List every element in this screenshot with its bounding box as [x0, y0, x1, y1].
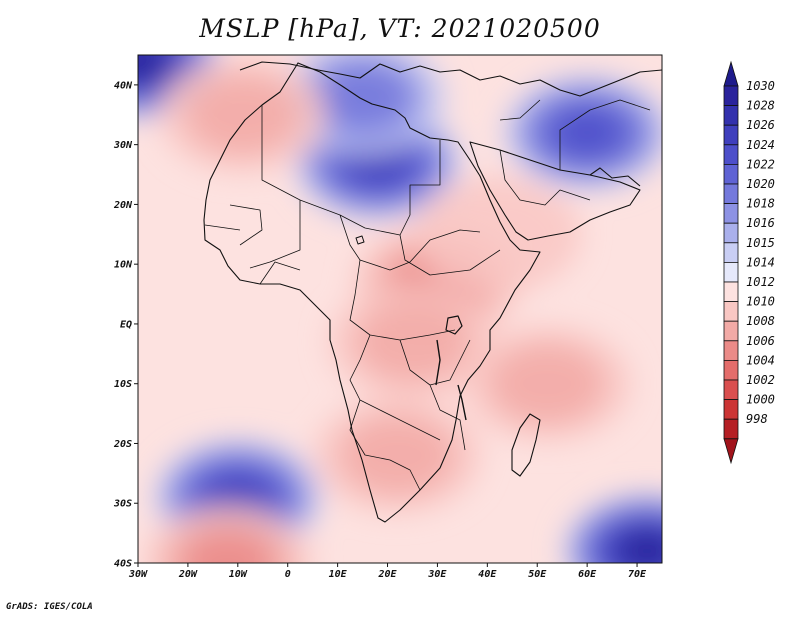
pressure-field: [138, 55, 662, 563]
colorbar-swatch: [723, 105, 739, 126]
latitude-axis: 40N 30N 20N 10N EQ 10S 20S 30S 40S: [113, 80, 138, 570]
colorbar-label: 1018: [746, 197, 775, 211]
colorbar-label: 1010: [746, 295, 775, 309]
colorbar-swatch: [723, 359, 739, 381]
arabia-coastline: [469, 141, 641, 241]
lon-tick-label: 30W: [128, 569, 148, 580]
colorbar-swatch: [723, 301, 739, 322]
lat-tick-label: 20N: [113, 200, 133, 211]
colorbar-label: 1008: [746, 314, 775, 328]
colorbar-swatch: [723, 340, 739, 361]
pressure-band-arabian-high: [553, 108, 622, 157]
pressure-band-congo-low: [355, 302, 470, 382]
lon-tick-label: 70E: [628, 569, 647, 580]
colorbar-swatch: [723, 379, 739, 401]
colorbar-swatch: [723, 85, 739, 107]
lat-tick-label: 40N: [114, 80, 133, 91]
map-title: MSLP [hPa], VT: 2021020500: [199, 14, 601, 43]
pressure-band-south-atlantic-low: [182, 531, 273, 563]
colorbar-min-arrow: [723, 438, 739, 465]
pressure-band-nw-atlantic-high: [138, 55, 166, 80]
colorbar-swatch: [723, 183, 739, 205]
lon-tick-label: 40E: [478, 569, 497, 580]
red-sea-gulf-coast: [589, 167, 641, 187]
colorbar-swatch: [723, 144, 739, 165]
pressure-contours: [138, 55, 662, 563]
lat-tick-label: 10S: [114, 379, 132, 390]
africa-coastline: [203, 62, 541, 523]
colorbar-swatch: [723, 320, 739, 342]
colorbar-label: 1026: [746, 118, 775, 132]
colorbar-swatch: [723, 242, 739, 263]
lon-tick-label: 0: [285, 569, 291, 580]
pressure-band-indian-ocean-low: [490, 344, 605, 424]
colorbar-swatch: [723, 261, 739, 283]
lat-tick-label: 30N: [113, 140, 133, 151]
pressure-band-arabia-low: [413, 176, 582, 293]
colorbar-label: 1028: [746, 99, 775, 113]
lon-tick-label: 30E: [427, 569, 447, 580]
colorbar-label: 1002: [746, 373, 775, 387]
lon-tick-label: 50E: [528, 569, 547, 580]
coastlines: [203, 61, 662, 523]
lat-tick-label: EQ: [120, 319, 132, 330]
longitude-axis: 30W 20W 10W 0 10E 20E 30E 40E 50E 60E 70E: [128, 563, 647, 580]
colorbar-label: 1006: [746, 334, 775, 348]
colorbar-label: 1016: [746, 216, 775, 230]
lon-tick-label: 10E: [329, 569, 348, 580]
colorbar-swatch: [723, 203, 739, 224]
lat-tick-label: 20S: [113, 439, 132, 450]
plot-frame: [137, 54, 663, 564]
colorbar-swatch: [723, 281, 739, 303]
pressure-band-north-atlantic-low: [185, 75, 300, 155]
lon-tick-label: 10W: [229, 569, 248, 580]
colorbar-label: 1014: [746, 255, 775, 269]
country-borders: [204, 99, 651, 491]
lake-victoria: [445, 315, 463, 335]
colorbar-label: 998: [746, 412, 768, 426]
colorbar-swatch: [723, 222, 739, 244]
pressure-band-kalahari-low: [340, 415, 455, 495]
colorbar-label: 1024: [746, 138, 775, 152]
grads-credit: GrADS: IGES/COLA: [6, 602, 93, 612]
colorbar-label: 1020: [746, 177, 775, 191]
colorbar-swatch: [723, 163, 739, 185]
colorbar-swatch: [723, 399, 739, 420]
colorbar-swatch: [723, 124, 739, 146]
colorbar-label: 1030: [746, 79, 775, 93]
colorbar-label: 1015: [746, 236, 775, 250]
lake-tanganyika-malawi: [435, 339, 467, 421]
pressure-band-mediterranean-high: [317, 65, 408, 129]
colorbar-max-arrow: [723, 60, 739, 87]
lon-tick-label: 20E: [377, 569, 397, 580]
colorbar: 1030 1028 1026 1024 1022 1020 1018 1016 1015 1014…: [723, 60, 775, 465]
colorbar-label: 1022: [746, 157, 775, 171]
lat-tick-label: 40S: [114, 559, 132, 570]
colorbar-swatch: [723, 418, 739, 440]
lat-tick-label: 30S: [113, 499, 132, 510]
europe-coastline: [239, 61, 662, 97]
madagascar-coastline: [511, 413, 541, 477]
pressure-band-south-indian-high: [620, 532, 662, 563]
lat-tick-label: 10N: [114, 260, 133, 271]
colorbar-label: 1012: [746, 275, 775, 289]
colorbar-label: 1000: [746, 393, 775, 407]
lon-tick-label: 60E: [578, 569, 597, 580]
lon-tick-label: 20W: [178, 569, 198, 580]
colorbar-label: 1004: [746, 353, 775, 367]
lake-chad: [355, 235, 365, 245]
